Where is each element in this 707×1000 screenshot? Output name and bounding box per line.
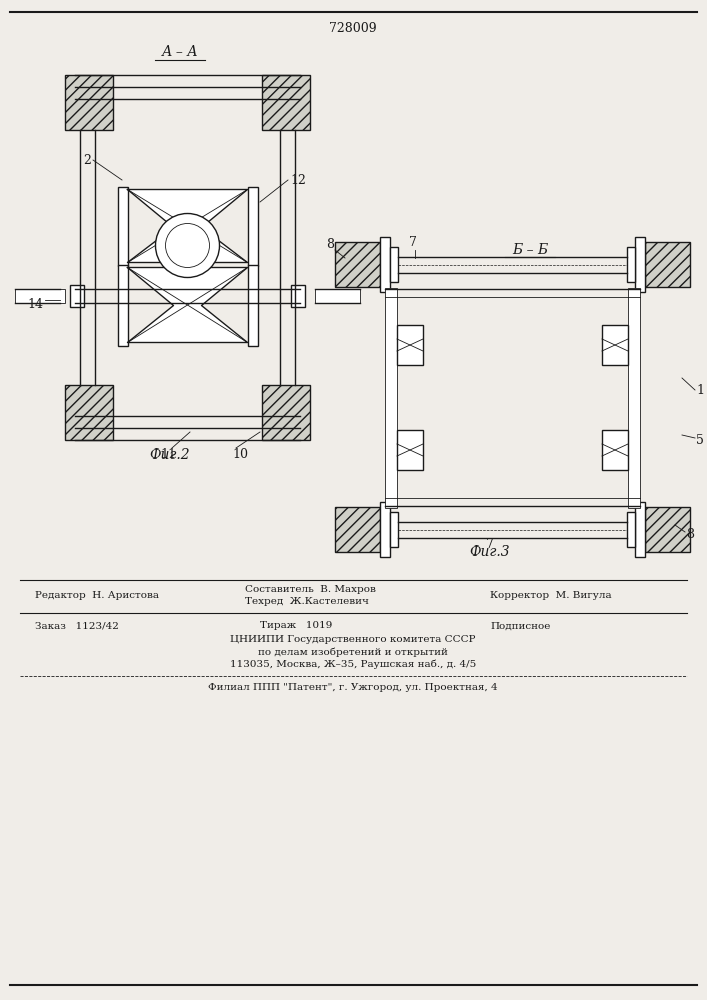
Text: 14: 14 [27, 298, 43, 312]
Text: Филиал ППП "Патент", г. Ужгород, ул. Проектная, 4: Филиал ППП "Патент", г. Ужгород, ул. Про… [208, 684, 498, 692]
Text: 5: 5 [696, 434, 704, 446]
Bar [262, 75, 310, 130]
Bar [645, 242, 690, 287]
Bar [117, 264, 127, 346]
Bar [247, 186, 257, 265]
Text: Редактор  Н. Аристова: Редактор Н. Аристова [35, 590, 159, 599]
Text: Тираж   1019: Тираж 1019 [260, 621, 332, 631]
Bar [628, 288, 640, 508]
Polygon shape [127, 190, 247, 262]
Text: 8: 8 [326, 238, 334, 251]
Text: 113035, Москва, Ж–35, Раушская наб., д. 4/5: 113035, Москва, Ж–35, Раушская наб., д. … [230, 659, 476, 669]
Bar [380, 502, 390, 557]
Text: Фиг.2: Фиг.2 [150, 448, 190, 462]
Bar [645, 507, 690, 552]
Bar [15, 288, 65, 302]
Text: А – А: А – А [162, 45, 199, 59]
Bar [315, 288, 360, 302]
Bar [602, 325, 628, 365]
Bar [117, 186, 127, 265]
Text: 8: 8 [686, 528, 694, 542]
Bar [65, 385, 113, 440]
Bar [335, 507, 380, 552]
Bar [247, 264, 257, 346]
Polygon shape [127, 267, 247, 342]
Circle shape [156, 214, 219, 277]
Text: Подписное: Подписное [490, 621, 550, 631]
Text: по делам изобретений и открытий: по делам изобретений и открытий [258, 647, 448, 657]
Bar [397, 430, 423, 470]
Bar [65, 75, 113, 130]
Text: 7: 7 [409, 236, 417, 249]
Text: 11: 11 [160, 448, 176, 462]
Bar [262, 385, 310, 440]
Text: Заказ   1123/42: Заказ 1123/42 [35, 621, 119, 631]
Bar [635, 502, 645, 557]
Bar [635, 237, 645, 292]
Bar [627, 247, 635, 282]
Text: 7: 7 [486, 538, 494, 552]
Bar [390, 247, 398, 282]
Text: Корректор  М. Вигула: Корректор М. Вигула [490, 590, 612, 599]
Text: 1: 1 [696, 383, 704, 396]
Bar [627, 512, 635, 547]
Bar [380, 237, 390, 292]
Bar [291, 284, 305, 306]
Bar [602, 430, 628, 470]
Bar [385, 288, 397, 508]
Bar [390, 512, 398, 547]
Text: Составитель  В. Махров: Составитель В. Махров [245, 584, 376, 593]
Text: Б – Б: Б – Б [512, 243, 548, 257]
Text: 728009: 728009 [329, 21, 377, 34]
Text: Фиг.3: Фиг.3 [469, 545, 510, 559]
Bar [335, 242, 380, 287]
Bar [70, 284, 84, 306]
Text: 12: 12 [290, 174, 306, 186]
Text: ЦНИИПИ Государственного комитета СССР: ЦНИИПИ Государственного комитета СССР [230, 636, 476, 645]
Text: 10: 10 [232, 448, 248, 462]
Text: 2: 2 [83, 153, 91, 166]
Bar [397, 325, 423, 365]
Text: Техред  Ж.Кастелевич: Техред Ж.Кастелевич [245, 597, 369, 606]
